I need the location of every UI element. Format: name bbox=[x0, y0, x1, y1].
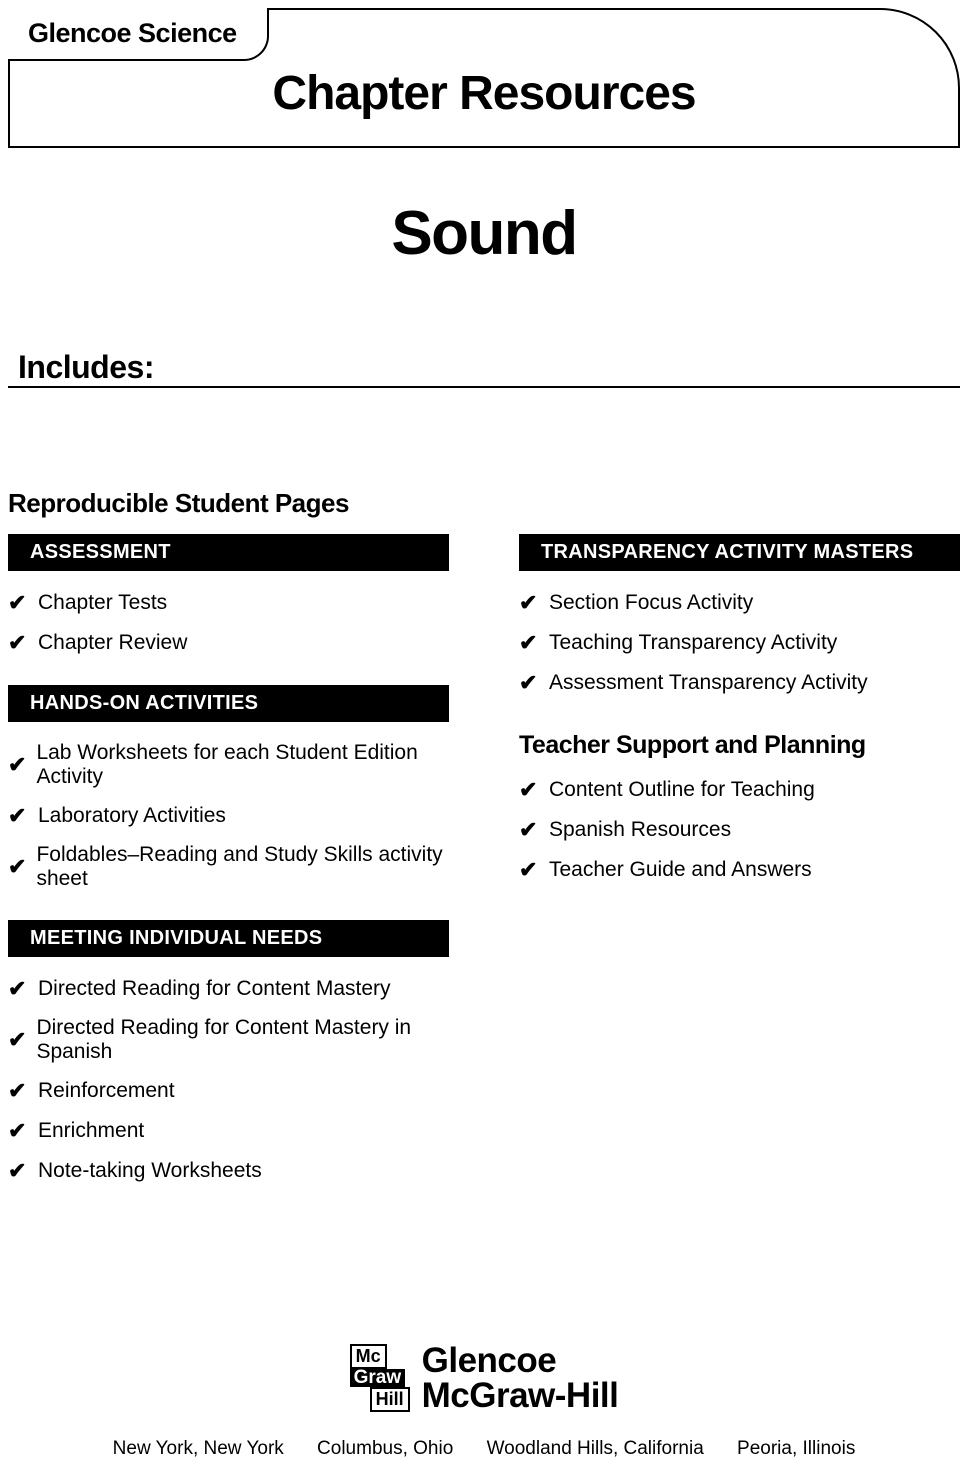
right-column: TRANSPARENCY ACTIVITY MASTERS ✔ Section F… bbox=[519, 534, 960, 1213]
transparency-header: TRANSPARENCY ACTIVITY MASTERS bbox=[519, 534, 960, 571]
item-text: Chapter Review bbox=[38, 631, 187, 655]
assessment-list: ✔ Chapter Tests ✔ Chapter Review bbox=[8, 583, 449, 663]
item-text: Content Outline for Teaching bbox=[549, 778, 815, 802]
section-title: Reproducible Student Pages bbox=[8, 488, 968, 519]
logo-graw-text: Graw bbox=[350, 1369, 406, 1386]
check-icon: ✔ bbox=[519, 817, 539, 843]
check-icon: ✔ bbox=[8, 590, 28, 616]
brand-tab: Glencoe Science bbox=[8, 8, 269, 61]
hands-on-list: ✔ Lab Worksheets for each Student Edition… bbox=[8, 734, 449, 898]
item-text: Teacher Guide and Answers bbox=[549, 858, 812, 882]
list-item: ✔ Teacher Guide and Answers bbox=[519, 850, 960, 890]
list-item: ✔ Lab Worksheets for each Student Edition… bbox=[8, 734, 449, 796]
publisher-line2: McGraw-Hill bbox=[422, 1378, 619, 1413]
item-text: Teaching Transparency Activity bbox=[549, 631, 837, 655]
list-item: ✔ Chapter Tests bbox=[8, 583, 449, 623]
list-item: ✔ Laboratory Activities bbox=[8, 796, 449, 836]
check-icon: ✔ bbox=[519, 777, 539, 803]
list-item: ✔ Spanish Resources bbox=[519, 810, 960, 850]
item-text: Reinforcement bbox=[38, 1079, 175, 1103]
check-icon: ✔ bbox=[8, 630, 28, 656]
list-item: ✔ Enrichment bbox=[8, 1111, 449, 1151]
check-icon: ✔ bbox=[8, 1118, 28, 1144]
hands-on-header: HANDS-ON ACTIVITIES bbox=[8, 685, 449, 722]
topic-title: Sound bbox=[0, 198, 968, 269]
list-item: ✔ Reinforcement bbox=[8, 1071, 449, 1111]
list-item: ✔ Directed Reading for Content Mastery in… bbox=[8, 1009, 449, 1071]
check-icon: ✔ bbox=[8, 1027, 26, 1053]
item-text: Foldables–Reading and Study Skills activ… bbox=[36, 843, 449, 891]
item-text: Lab Worksheets for each Student Edition … bbox=[36, 741, 449, 789]
teacher-support-heading: Teacher Support and Planning bbox=[519, 731, 960, 760]
publisher-name: Glencoe McGraw-Hill bbox=[422, 1343, 619, 1413]
item-text: Spanish Resources bbox=[549, 818, 731, 842]
check-icon: ✔ bbox=[8, 854, 26, 880]
item-text: Directed Reading for Content Mastery bbox=[38, 977, 391, 1001]
check-icon: ✔ bbox=[519, 590, 539, 616]
header-box: Glencoe Science Chapter Resources bbox=[8, 8, 960, 148]
footer-logo: Mc Graw Hill Glencoe McGraw-Hill bbox=[0, 1343, 968, 1413]
list-item: ✔ Note-taking Worksheets bbox=[8, 1151, 449, 1191]
chapter-title: Chapter Resources bbox=[10, 66, 958, 121]
list-item: ✔ Chapter Review bbox=[8, 623, 449, 663]
check-icon: ✔ bbox=[8, 803, 28, 829]
check-icon: ✔ bbox=[519, 857, 539, 883]
mcgraw-hill-logo-icon: Mc Graw Hill bbox=[350, 1344, 410, 1411]
list-item: ✔ Assessment Transparency Activity bbox=[519, 663, 960, 703]
item-text: Laboratory Activities bbox=[38, 804, 226, 828]
transparency-list: ✔ Section Focus Activity ✔ Teaching Transp… bbox=[519, 583, 960, 703]
logo-hill-text: Hill bbox=[370, 1387, 410, 1412]
teacher-support-list: ✔ Content Outline for Teaching ✔ Spanish R… bbox=[519, 770, 960, 890]
item-text: Section Focus Activity bbox=[549, 591, 753, 615]
content-columns: ASSESSMENT ✔ Chapter Tests ✔ Chapter Revie… bbox=[0, 534, 968, 1213]
list-item: ✔ Directed Reading for Content Mastery bbox=[8, 969, 449, 1009]
list-item: ✔ Content Outline for Teaching bbox=[519, 770, 960, 810]
item-text: Chapter Tests bbox=[38, 591, 167, 615]
city: New York, New York bbox=[113, 1438, 284, 1459]
city: Peoria, Illinois bbox=[737, 1438, 855, 1459]
logo-mc-text: Mc bbox=[350, 1344, 387, 1369]
check-icon: ✔ bbox=[519, 630, 539, 656]
left-column: ASSESSMENT ✔ Chapter Tests ✔ Chapter Revie… bbox=[8, 534, 449, 1213]
check-icon: ✔ bbox=[8, 752, 26, 778]
list-item: ✔ Section Focus Activity bbox=[519, 583, 960, 623]
brand-name: Glencoe Science bbox=[28, 18, 237, 49]
publisher-line1: Glencoe bbox=[422, 1343, 619, 1378]
check-icon: ✔ bbox=[519, 670, 539, 696]
list-item: ✔ Teaching Transparency Activity bbox=[519, 623, 960, 663]
list-item: ✔ Foldables–Reading and Study Skills acti… bbox=[8, 836, 449, 898]
includes-heading: Includes: bbox=[8, 349, 960, 388]
check-icon: ✔ bbox=[8, 976, 28, 1002]
assessment-header: ASSESSMENT bbox=[8, 534, 449, 571]
individual-needs-header: MEETING INDIVIDUAL NEEDS bbox=[8, 920, 449, 957]
item-text: Directed Reading for Content Mastery in … bbox=[36, 1016, 449, 1064]
cities-line: New York, New York Columbus, Ohio Woodla… bbox=[0, 1438, 968, 1460]
check-icon: ✔ bbox=[8, 1158, 28, 1184]
item-text: Enrichment bbox=[38, 1119, 144, 1143]
check-icon: ✔ bbox=[8, 1078, 28, 1104]
item-text: Note-taking Worksheets bbox=[38, 1159, 262, 1183]
city: Columbus, Ohio bbox=[317, 1438, 453, 1459]
individual-needs-list: ✔ Directed Reading for Content Mastery ✔ D… bbox=[8, 969, 449, 1191]
item-text: Assessment Transparency Activity bbox=[549, 671, 868, 695]
city: Woodland Hills, California bbox=[487, 1438, 704, 1459]
